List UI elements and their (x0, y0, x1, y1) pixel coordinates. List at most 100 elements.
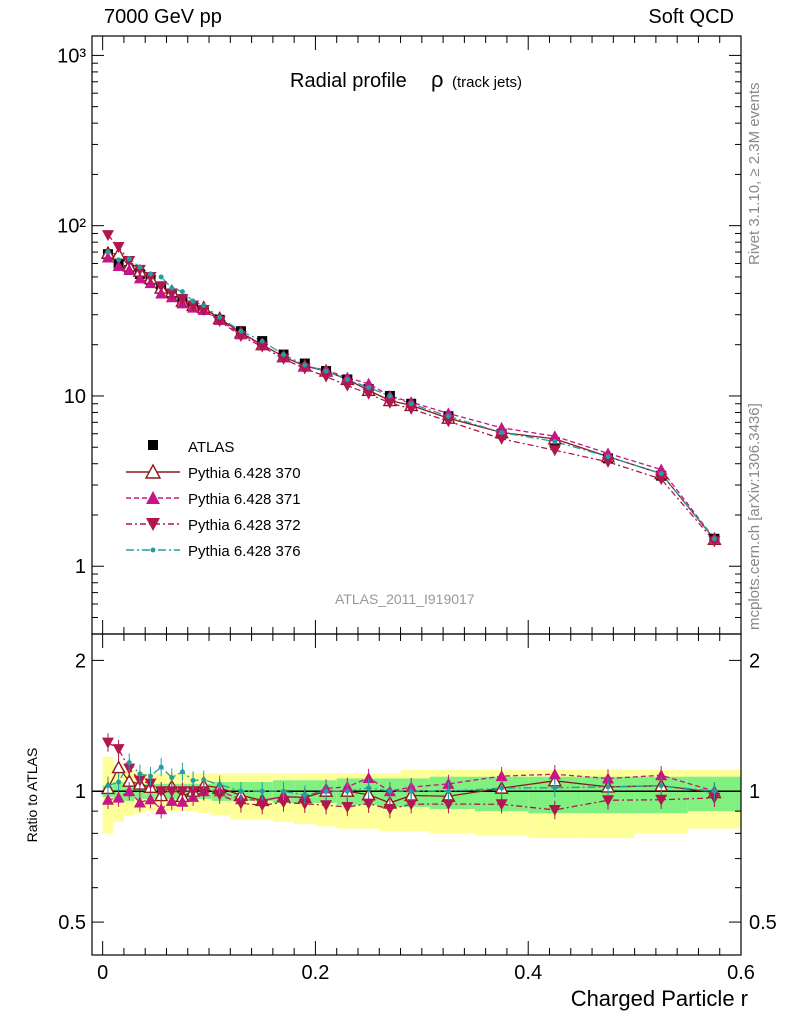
point-372 (256, 341, 269, 353)
chart-title: Radial profile (290, 70, 407, 92)
legend-marker-370 (144, 463, 162, 479)
ratio-point-376 (201, 777, 207, 783)
point-372 (234, 330, 247, 342)
point-376 (259, 338, 265, 344)
point-372 (197, 304, 210, 316)
point-372 (112, 241, 125, 253)
point-372 (341, 380, 354, 392)
point-372 (298, 363, 311, 375)
point-371 (101, 251, 114, 263)
series-markers (100, 230, 722, 820)
legend-label-376: Pythia 6.428 376 (188, 543, 301, 560)
ratio-point-372 (155, 786, 168, 798)
x-tick-label: 0.4 (514, 962, 542, 984)
ratio-point-372 (320, 800, 333, 812)
ratio-point-376 (105, 783, 111, 789)
ratio-point-372 (298, 798, 311, 810)
x-axis-label: Charged Particle r (571, 986, 748, 1011)
ratio-point-372 (383, 804, 396, 816)
ratio-point-372 (101, 737, 114, 749)
ratio-tick-label-left: 0.5 (58, 912, 86, 934)
ratio-point-376 (238, 788, 244, 794)
chart-title-suffix: (track jets) (452, 74, 522, 91)
point-376 (281, 352, 287, 358)
ratio-point-376 (217, 782, 223, 788)
ratio-point-372 (548, 804, 561, 816)
ratio-point-372 (256, 800, 269, 812)
point-371 (495, 421, 508, 433)
point-372 (320, 371, 333, 383)
ratio-point-371 (548, 768, 561, 780)
point-376 (179, 289, 185, 295)
legend-item-atlas: ATLAS (148, 439, 234, 456)
point-371 (112, 259, 125, 271)
ratio-point-376 (658, 783, 664, 789)
point-376 (217, 314, 223, 320)
point-376 (148, 271, 154, 277)
ratio-point-376 (158, 764, 164, 770)
point-372 (133, 264, 146, 276)
legend-label-atlas: ATLAS (188, 439, 234, 456)
point-371 (602, 447, 615, 459)
ratio-point-376 (344, 788, 350, 794)
chart-title-symbol: ρ (431, 67, 444, 92)
point-372 (144, 271, 157, 283)
point-376 (552, 439, 558, 445)
legend-label-372: Pythia 6.428 372 (188, 517, 301, 534)
legend: ATLAS Pythia 6.428 370 Pythia 6.428 371 … (126, 439, 301, 560)
point-376 (445, 413, 451, 419)
axes: 1 10 10² 10³ 0.5 0.5 1 1 2 2 0 0.2 0.4 0.6 (57, 35, 777, 984)
ratio-point-376 (499, 785, 505, 791)
ratio-point-376 (190, 777, 196, 783)
point-372 (405, 403, 418, 415)
ratio-point-372 (341, 801, 354, 813)
legend-label-370: Pythia 6.428 370 (188, 465, 301, 482)
ratio-point-371 (144, 793, 157, 805)
ratio-tick-label-left: 1 (75, 781, 86, 803)
ratio-point-372 (176, 786, 189, 798)
ratio-point-376 (259, 788, 265, 794)
point-376 (116, 257, 122, 263)
ratio-point-370 (111, 760, 126, 774)
y-tick-label: 10³ (57, 45, 86, 67)
point-371 (548, 430, 561, 442)
ratio-point-372 (442, 799, 455, 811)
y-tick-label: 10 (64, 386, 86, 408)
point-376 (605, 454, 611, 460)
ratio-point-372 (405, 799, 418, 811)
point-372 (362, 388, 375, 400)
point-372 (655, 474, 668, 486)
point-376 (158, 274, 164, 280)
point-376 (126, 256, 132, 262)
point-372 (101, 230, 114, 242)
legend-marker-376 (150, 547, 156, 553)
legend-marker-372 (146, 518, 160, 531)
point-371 (655, 463, 668, 475)
point-372 (123, 256, 136, 268)
ratio-point-372 (213, 789, 226, 801)
ratio-point-376 (711, 788, 717, 794)
x-tick-label: 0.2 (302, 962, 330, 984)
point-372 (708, 536, 721, 548)
ratio-point-372 (277, 797, 290, 809)
point-372 (213, 316, 226, 328)
ratio-point-371 (133, 796, 146, 808)
ratio-point-376 (605, 784, 611, 790)
point-376 (711, 536, 717, 542)
ratio-point-376 (137, 771, 143, 777)
ratio-tick-label-right: 1 (749, 781, 760, 803)
point-376 (387, 393, 393, 399)
legend-label-371: Pythia 6.428 371 (188, 491, 301, 508)
legend-item-376: Pythia 6.428 376 (126, 543, 301, 560)
ratio-point-372 (362, 798, 375, 810)
point-372 (165, 288, 178, 300)
point-376 (323, 368, 329, 374)
ratio-frame (91, 633, 742, 956)
y-tick-label: 1 (75, 556, 86, 578)
ratio-point-372 (234, 798, 247, 810)
ratio-point-372 (197, 786, 210, 798)
header-process-label: Soft QCD (648, 6, 734, 28)
ratio-point-376 (126, 760, 132, 766)
ratio-point-376 (148, 773, 154, 779)
